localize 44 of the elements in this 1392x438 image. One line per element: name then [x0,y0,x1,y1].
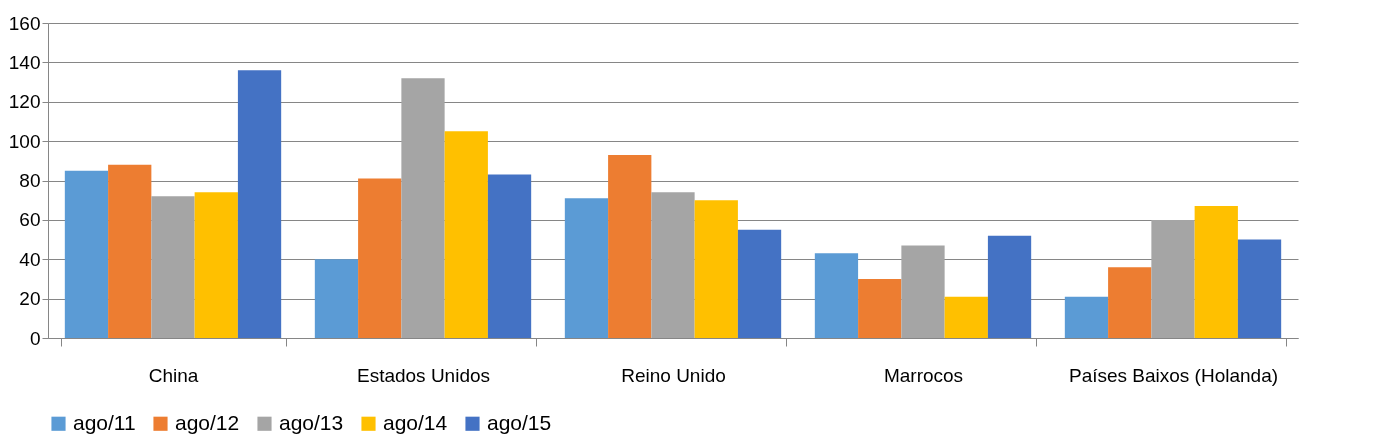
bar [237,70,282,338]
y-tick-label: 100 [8,130,41,152]
bar [694,200,738,338]
bar [901,245,945,338]
bar [564,198,609,338]
bar [737,229,782,338]
bar [108,164,152,338]
bar [401,78,445,338]
bar [444,131,488,338]
legend-label: ago/11 [73,410,136,434]
bar [608,154,652,338]
bar [1237,239,1282,338]
legend-label: ago/14 [383,410,448,434]
x-tick-label: China [148,364,199,386]
legend-label: ago/15 [487,410,552,434]
bar [314,259,359,338]
bar [194,192,238,338]
bar [944,296,988,338]
y-tick-label: 160 [8,12,41,34]
y-tick-label: 40 [19,248,41,270]
y-tick-label: 80 [19,170,41,191]
y-tick-label: 20 [19,288,41,310]
bar [64,170,109,338]
x-tick-label: Marrocos [883,364,964,386]
bar [487,174,532,338]
y-tick-label: 140 [8,51,41,73]
bar [651,192,695,338]
bar [814,253,859,338]
y-tick-label: 60 [19,209,41,231]
y-tick-label: 0 [29,327,41,349]
bar [1151,219,1195,338]
bar [858,278,902,338]
legend-label: ago/12 [175,410,240,434]
y-tick-label: 120 [8,91,41,113]
x-tick-label: Reino Unido [621,364,726,386]
bar [151,196,195,338]
legend-label: ago/13 [279,410,344,434]
bar [358,178,402,338]
bar [1064,296,1109,338]
bar [987,235,1032,338]
bar [1108,267,1152,338]
x-tick-label: Países Baixos (Holanda) [1068,364,1279,386]
bar [1194,206,1238,338]
x-tick-label: Estados Unidos [356,364,491,386]
